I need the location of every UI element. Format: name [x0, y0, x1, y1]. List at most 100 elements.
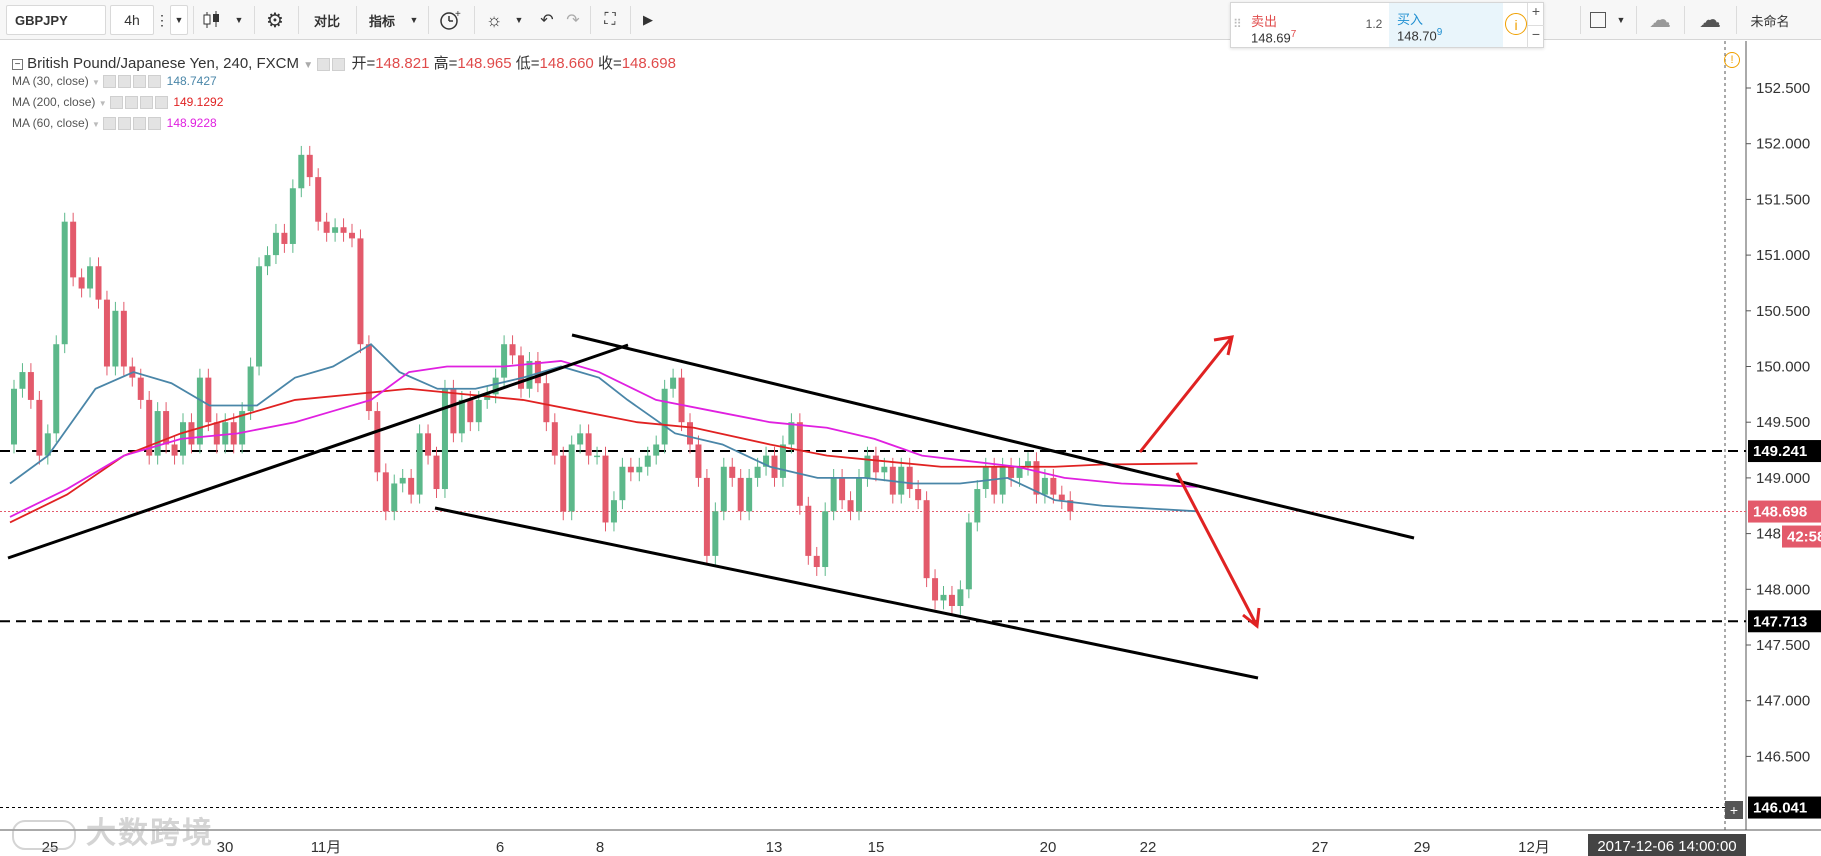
quantity-minus-icon[interactable]: − [1527, 25, 1544, 48]
time-tick-label: 15 [868, 839, 885, 856]
ma30-legend[interactable]: MA (30, close) ▼ 148.7427 [12, 74, 217, 89]
separator [1636, 6, 1637, 34]
symbol-search[interactable]: GBPJPY [6, 5, 106, 35]
candle-body [779, 444, 786, 478]
candle-body [222, 422, 229, 445]
candle-body [923, 500, 930, 579]
cloud-download-icon[interactable]: ☁ [1649, 7, 1671, 32]
candle-body [323, 221, 330, 233]
candle-body [171, 444, 178, 456]
candle-body [602, 455, 609, 523]
candle-body [272, 232, 279, 256]
info-icon[interactable]: i [1505, 13, 1527, 35]
candle-body [763, 455, 770, 467]
layout-dropdown-icon[interactable]: ▼ [1616, 15, 1626, 25]
time-tick-label: 30 [217, 839, 234, 856]
compare-button[interactable]: 对比 [313, 13, 340, 29]
candle-body [577, 433, 584, 445]
ma30-add-icon[interactable] [133, 75, 147, 89]
indicators-button[interactable]: 指标 [368, 13, 395, 29]
collapse-legend-icon[interactable]: − [12, 58, 23, 70]
candle-body [78, 277, 85, 289]
drag-handle-icon[interactable]: ⠿ [1233, 17, 1242, 31]
ma30-settings-icon[interactable] [118, 75, 132, 89]
ma30-eye-icon[interactable] [103, 75, 117, 89]
redo-icon[interactable]: ↷ [566, 12, 580, 29]
series-settings-icon[interactable] [332, 57, 346, 71]
candle-body [1058, 494, 1065, 501]
ma200-settings-icon[interactable] [124, 96, 138, 110]
quantity-plus-icon[interactable]: + [1527, 3, 1544, 25]
time-tick-label: 13 [766, 839, 783, 856]
candle-body [898, 466, 905, 495]
ma60-close-icon[interactable] [148, 117, 162, 131]
fullscreen-icon[interactable]: ⛶ [604, 11, 616, 28]
ma200-legend[interactable]: MA (200, close) ▼ 149.1292 [12, 95, 223, 110]
separator [630, 6, 631, 34]
candle-body [112, 310, 119, 367]
candle-body [180, 422, 186, 456]
candle-body [408, 477, 415, 495]
ma200-add-icon[interactable] [139, 96, 153, 110]
candle-style-icon[interactable] [196, 5, 228, 35]
ma30-close-icon[interactable] [148, 75, 162, 89]
time-tick-label: 8 [596, 839, 604, 856]
candle-body [264, 255, 271, 267]
candle-body [974, 489, 981, 523]
ma60-dropdown-icon[interactable]: ▼ [92, 120, 100, 129]
candle-body [585, 433, 592, 456]
ma60-eye-icon[interactable] [103, 117, 117, 131]
interval-dropdown-icon[interactable]: ▼ [170, 5, 188, 35]
chart-alert-icon[interactable]: ! [1724, 52, 1740, 68]
time-tick-label: 11月 [311, 839, 342, 856]
candle-body [889, 466, 896, 495]
price-tick-label: 149.500 [1756, 414, 1810, 431]
alert-clock-icon[interactable]: + [432, 5, 468, 35]
series-dropdown-icon[interactable]: ▼ [303, 60, 314, 71]
indicators-dropdown-icon[interactable]: ▼ [409, 15, 419, 25]
ma200-close-icon[interactable] [154, 96, 168, 110]
time-tick-label: 27 [1312, 839, 1329, 856]
user-menu-button[interactable]: 未命名 [1750, 13, 1790, 29]
candle-body [425, 433, 432, 456]
close-key: 收= [597, 55, 622, 72]
time-tick-label: 29 [1414, 839, 1431, 856]
undo-icon[interactable]: ↶ [540, 12, 554, 29]
ma60-add-icon[interactable] [133, 117, 147, 131]
cloud-upload-icon[interactable]: ☁ [1699, 7, 1721, 32]
settings-gear-icon[interactable]: ⚙ [266, 9, 284, 32]
ma30-dropdown-icon[interactable]: ▼ [92, 78, 100, 87]
ma60-settings-icon[interactable] [118, 117, 132, 131]
interval-selector[interactable]: 4h [110, 5, 154, 35]
candle-body [991, 466, 998, 495]
time-tick-label: 22 [1140, 839, 1157, 856]
buy-button[interactable]: 买入 148.709 [1389, 3, 1503, 47]
chart-style-dropdown-icon[interactable]: ▼ [234, 15, 244, 25]
watermark: 大数跨境 [12, 808, 214, 852]
ideas-bulb-icon[interactable]: ☼ [485, 9, 503, 30]
ma200-dropdown-icon[interactable]: ▼ [98, 99, 107, 108]
interval-more-icon[interactable]: ⋮ [155, 11, 169, 28]
candle-body [1033, 461, 1040, 495]
breakdown-arrow [1175, 472, 1261, 629]
ma200-eye-icon[interactable] [109, 96, 123, 110]
series-eye-icon[interactable] [317, 57, 331, 71]
candle-body [433, 455, 440, 490]
ma30-line [9, 343, 1198, 513]
ma60-line [9, 360, 1198, 518]
drawings [7, 333, 1415, 680]
play-icon[interactable]: ▶ [643, 12, 653, 27]
candle-body [196, 377, 203, 445]
candle-body [712, 511, 719, 556]
ideas-dropdown-icon[interactable]: ▼ [514, 15, 524, 25]
candle-body [357, 238, 364, 345]
separator [474, 6, 475, 34]
price-tick-label: 152.000 [1756, 136, 1810, 153]
candle-body [813, 555, 820, 568]
candle-body [61, 221, 68, 345]
candle-body [340, 227, 347, 233]
layout-square-icon[interactable] [1584, 5, 1612, 35]
add-level-plus-icon[interactable]: + [1725, 801, 1743, 819]
ma60-legend[interactable]: MA (60, close) ▼ 148.9228 [12, 116, 217, 131]
sell-button[interactable]: 卖出 148.697 [1241, 7, 1361, 45]
